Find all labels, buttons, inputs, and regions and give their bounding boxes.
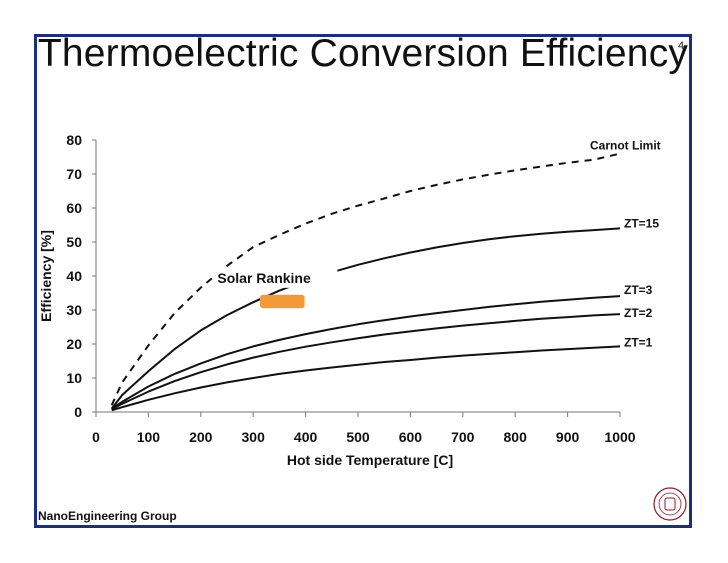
series-label: ZT=3 xyxy=(624,283,653,297)
y-tick-label: 10 xyxy=(66,370,82,386)
x-tick-label: 400 xyxy=(294,429,318,445)
x-tick-label: 700 xyxy=(451,429,475,445)
annotation-backing xyxy=(213,268,338,288)
y-tick-label: 50 xyxy=(66,234,82,250)
y-tick-label: 0 xyxy=(74,404,82,420)
series-label: Carnot Limit xyxy=(590,139,661,153)
x-tick-label: 900 xyxy=(556,429,580,445)
y-tick-label: 70 xyxy=(66,166,82,182)
x-tick-label: 100 xyxy=(137,429,161,445)
slide-title: Thermoelectric Conversion Efficiency xyxy=(37,32,689,75)
y-tick-label: 30 xyxy=(66,302,82,318)
y-tick-label: 20 xyxy=(66,336,82,352)
y-tick-label: 40 xyxy=(66,268,82,284)
footer-group-name: NanoEngineering Group xyxy=(38,509,177,523)
series-line-2 xyxy=(111,295,621,410)
y-axis-title: Efficiency [%] xyxy=(38,230,54,322)
annotation-label: Solar Rankine xyxy=(217,270,311,286)
x-tick-label: 1000 xyxy=(604,429,635,445)
x-tick-label: 300 xyxy=(242,429,266,445)
x-tick-label: 0 xyxy=(92,429,100,445)
series-label: ZT=1 xyxy=(624,335,653,349)
y-tick-label: 80 xyxy=(66,132,82,148)
series-label: ZT=15 xyxy=(624,216,659,230)
x-tick-label: 800 xyxy=(504,429,528,445)
slide-frame xyxy=(34,34,692,528)
y-tick-label: 60 xyxy=(66,200,82,216)
x-tick-label: 200 xyxy=(189,429,213,445)
series-line-3 xyxy=(111,313,621,411)
series-line-1 xyxy=(110,227,621,410)
series-line-0 xyxy=(110,152,621,406)
x-axis-title: Hot side Temperature [C] xyxy=(287,452,453,468)
x-tick-label: 600 xyxy=(399,429,423,445)
series-line-4 xyxy=(111,345,621,412)
university-seal-icon xyxy=(653,487,687,521)
x-tick-label: 500 xyxy=(346,429,370,445)
series-label: ZT=2 xyxy=(624,306,653,320)
page-number: 4 xyxy=(678,40,685,52)
solar-rankine-highlight xyxy=(260,294,305,309)
